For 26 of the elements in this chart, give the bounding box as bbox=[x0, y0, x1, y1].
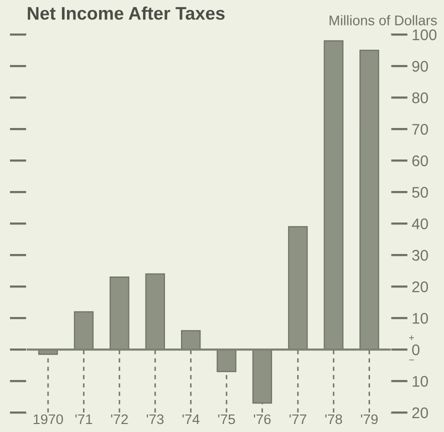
text: + bbox=[409, 335, 414, 340]
x-tick-label: '76 bbox=[254, 414, 271, 424]
y-tick-label: 0 bbox=[412, 344, 420, 356]
x-tick-label: '79 bbox=[360, 414, 378, 424]
x-tick-label: '73 bbox=[146, 414, 164, 424]
y-tick-label: 60 bbox=[412, 155, 428, 166]
y-tick-label: 20 bbox=[412, 407, 428, 418]
chart-title: Net Income After Taxes bbox=[28, 6, 225, 20]
x-tick-label: '74 bbox=[182, 414, 200, 424]
x-tick-label: '77 bbox=[290, 414, 306, 424]
y-tick-label: 100 bbox=[412, 29, 436, 40]
y-tick-label: 70 bbox=[412, 124, 428, 135]
y-tick-label: 20 bbox=[412, 281, 428, 292]
y-tick-label: 80 bbox=[412, 92, 428, 104]
y-tick-label: 50 bbox=[412, 186, 428, 198]
y-tick-label: 10 bbox=[412, 376, 428, 387]
x-tick-label: 1970 bbox=[34, 414, 63, 424]
y-axis-title: Millions of Dollars bbox=[330, 15, 437, 26]
x-tick-label: '72 bbox=[111, 414, 128, 424]
y-tick-label: 90 bbox=[412, 60, 428, 72]
x-tick-label: '78 bbox=[325, 414, 342, 424]
y-tick-label: 30 bbox=[412, 250, 428, 261]
x-tick-label: '75 bbox=[218, 414, 235, 424]
y-tick-label: 10 bbox=[412, 312, 428, 324]
x-tick-label: '71 bbox=[75, 414, 92, 424]
y-tick-label: 40 bbox=[412, 218, 428, 230]
